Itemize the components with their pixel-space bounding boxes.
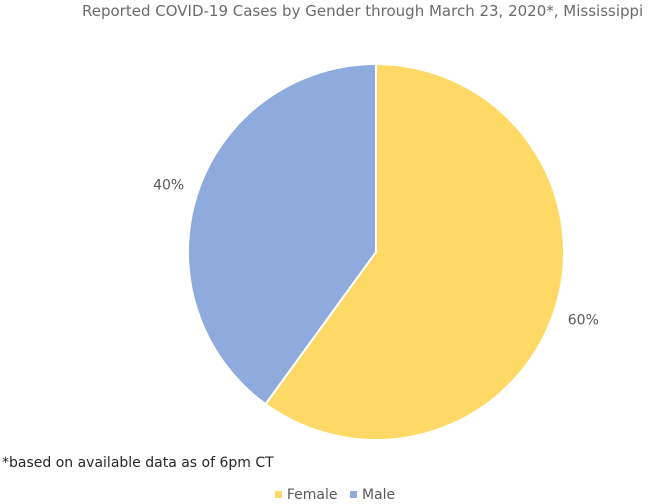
pie-slice-female — [264, 62, 565, 441]
legend: Female Male — [0, 487, 670, 503]
legend-swatch-female — [274, 491, 282, 498]
legend-item-male: Male — [349, 487, 396, 503]
legend-item-female: Female — [274, 487, 338, 503]
legend-label-male: Male — [361, 487, 396, 503]
chart-title: Reported COVID-19 Cases by Gender throug… — [82, 2, 644, 20]
data-label-male: 40% — [153, 178, 184, 194]
legend-label-female: Female — [286, 487, 338, 503]
footnote: *based on available data as of 6pm CT — [2, 455, 274, 471]
data-label-female: 60% — [568, 312, 599, 328]
legend-swatch-male — [349, 491, 357, 498]
pie-slice-male — [187, 62, 377, 406]
